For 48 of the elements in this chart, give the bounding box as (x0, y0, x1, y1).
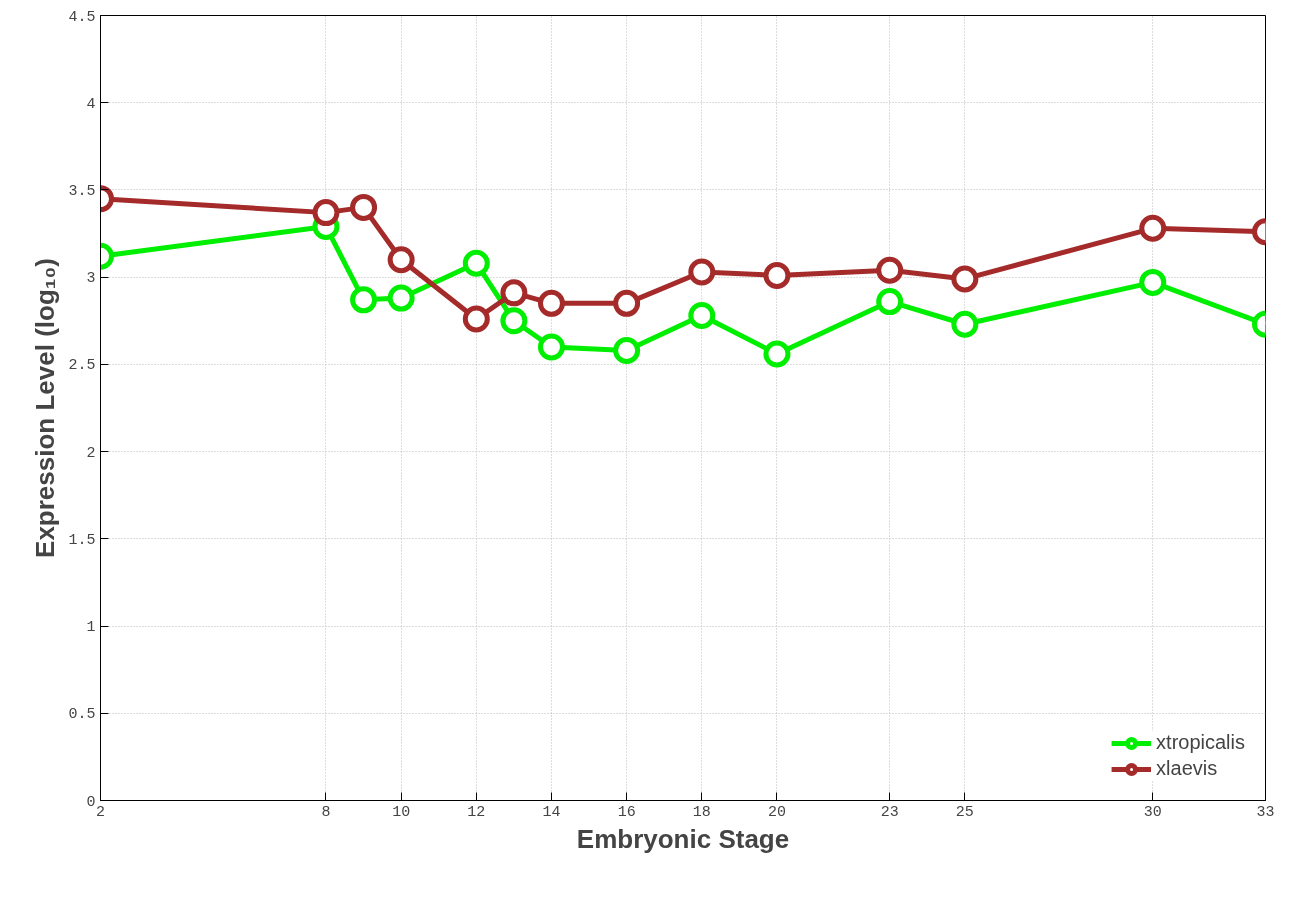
y-tick-label: 4.5 (68, 8, 96, 26)
x-axis-title: Embryonic Stage (576, 823, 790, 854)
y-tick-label: 1 (86, 619, 96, 637)
point (1139, 214, 1167, 242)
y-tick-label: 2 (86, 444, 96, 462)
x-tick-label: 25 (955, 803, 974, 821)
x-tick-label: 10 (392, 803, 411, 821)
point (462, 249, 490, 277)
x-tick-label: 20 (767, 803, 786, 821)
y-tick-label: 0 (86, 793, 96, 811)
legend-label: xlaevis (1156, 757, 1218, 780)
point (387, 246, 415, 274)
point (312, 199, 340, 227)
point (876, 256, 904, 284)
point (1139, 268, 1167, 296)
point (951, 310, 979, 338)
point (500, 279, 528, 307)
y-tick-label: 2.5 (68, 357, 96, 375)
point (613, 336, 641, 364)
x-tick-label: 16 (617, 803, 636, 821)
x-tick-label: 33 (1256, 803, 1275, 821)
x-tick-label: 30 (1143, 803, 1162, 821)
point (537, 333, 565, 361)
point (350, 286, 378, 314)
y-tick-label: 0.5 (68, 706, 96, 724)
x-tick-label: 14 (542, 803, 561, 821)
y-tick-label: 1.5 (68, 531, 96, 549)
point (688, 258, 716, 286)
y-tick-label: 4 (86, 95, 96, 113)
x-tick-label: 8 (321, 803, 331, 821)
point (462, 305, 490, 333)
point (763, 261, 791, 289)
point (387, 284, 415, 312)
y-tick-label: 3.5 (68, 182, 96, 200)
legend-label: xtropicalis (1156, 731, 1245, 754)
y-tick-label: 3 (86, 270, 96, 288)
point (688, 302, 716, 330)
point (500, 307, 528, 335)
point (350, 193, 378, 221)
point (763, 340, 791, 368)
y-axis-title: Expression Level (log₁₀) (30, 258, 61, 558)
x-tick-label: 18 (692, 803, 711, 821)
x-tick-label: 12 (467, 803, 486, 821)
point (951, 265, 979, 293)
x-tick-label: 23 (880, 803, 899, 821)
point (876, 288, 904, 316)
point (613, 289, 641, 317)
point (537, 289, 565, 317)
